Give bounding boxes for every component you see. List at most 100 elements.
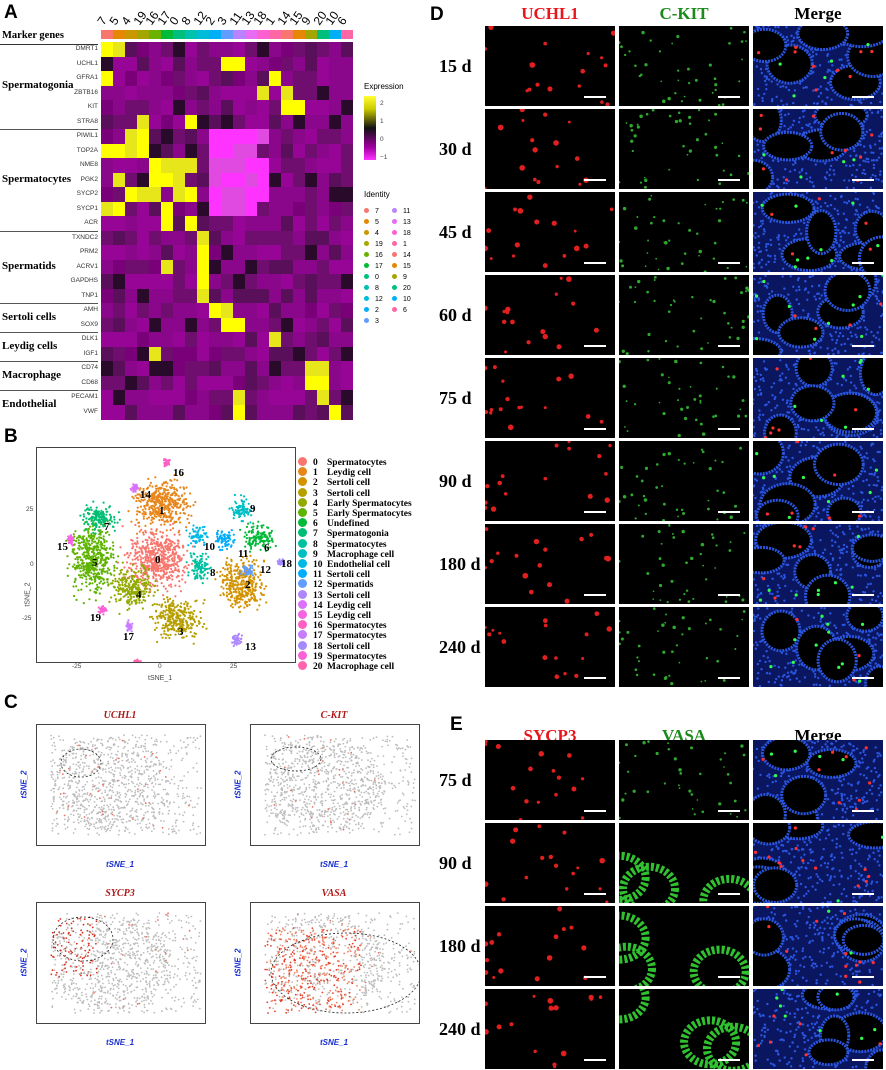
identity-label: 5 — [375, 219, 379, 226]
heatmap-cell — [245, 114, 257, 130]
heatmap-cell — [173, 288, 185, 304]
heatmap-cell — [101, 390, 113, 405]
legend-label: Sertoli cell — [327, 478, 370, 489]
heatmap-cell — [149, 361, 161, 376]
legend-item: 18 Sertoli cell — [298, 640, 370, 652]
legend-dot — [298, 528, 307, 538]
identity-item: 16 — [364, 252, 383, 259]
heatmap-cell — [209, 303, 221, 318]
heatmap-cell — [269, 143, 281, 159]
heatmap-cell — [173, 230, 185, 246]
heatmap-cell — [317, 143, 329, 159]
gene-label: ZBTB16 — [74, 88, 98, 96]
heatmap-cell — [257, 158, 269, 173]
heatmap-cell — [209, 71, 221, 86]
heatmap-cell — [149, 259, 161, 275]
heatmap-cell — [137, 317, 149, 333]
heatmap-cell — [161, 230, 173, 246]
scale-bar — [584, 893, 606, 895]
heatmap-cell — [281, 288, 293, 304]
legend-item: 16 Spermatocytes — [298, 620, 387, 631]
heatmap-cell — [221, 274, 233, 289]
micrograph-image — [619, 911, 749, 986]
heatmap-cell — [317, 317, 329, 333]
heatmap-cell — [185, 259, 197, 275]
heatmap-cell — [161, 216, 173, 231]
heatmap-cell — [293, 143, 305, 159]
heatmap-cell — [221, 114, 233, 130]
heatmap-cell — [341, 56, 353, 72]
tsne-cluster-label: 20 — [113, 660, 125, 662]
heatmap-cell — [185, 303, 197, 318]
heatmap-cell — [305, 129, 317, 144]
heatmap-cell — [233, 129, 245, 144]
tsne-cluster — [228, 493, 255, 524]
heatmap-cell — [149, 332, 161, 347]
identity-label: 18 — [403, 230, 411, 237]
heatmap-cell — [137, 303, 149, 318]
scale-tick-2: 2 — [380, 100, 384, 107]
legend-dot — [298, 518, 307, 528]
heatmap-cell — [149, 346, 161, 362]
heatmap-cell — [185, 85, 197, 101]
heatmap-cell — [341, 332, 353, 347]
heatmap-cell — [269, 288, 281, 304]
heatmap-cell — [197, 332, 209, 347]
heatmap-cell — [293, 274, 305, 289]
heatmap-cell — [125, 129, 137, 144]
cluster-color-cell — [125, 30, 137, 39]
heatmap-cell — [305, 245, 317, 260]
cluster-color-cell — [101, 30, 113, 39]
heatmap-cell — [341, 346, 353, 362]
heatmap-cell — [293, 404, 305, 420]
gene-label: SOX9 — [80, 320, 98, 328]
heatmap-cell — [197, 158, 209, 173]
heatmap-cell — [281, 100, 293, 115]
heatmap-cell — [101, 288, 113, 304]
heatmap-cell — [341, 85, 353, 101]
heatmap-cell — [233, 332, 245, 347]
heatmap-cell — [125, 85, 137, 101]
cluster-color-cell — [197, 30, 209, 39]
heatmap-cell — [173, 100, 185, 115]
tsne-cluster-label: 3 — [178, 626, 184, 638]
heatmap-cell — [221, 85, 233, 101]
heatmap-cell — [137, 143, 149, 159]
feature-plot-title: VASA — [321, 888, 347, 899]
heatmap-cell — [257, 288, 269, 304]
heatmap-cell — [173, 375, 185, 391]
heatmap-cell — [173, 317, 185, 333]
heatmap-cell — [293, 56, 305, 72]
cluster-color-cell — [257, 30, 269, 39]
heatmap-cell — [101, 259, 113, 275]
heatmap-cell — [257, 404, 269, 420]
header-divider — [0, 44, 98, 45]
heatmap-cell — [317, 361, 329, 376]
tsne-cluster — [276, 558, 286, 566]
scale-tick-minus1: −1 — [380, 154, 388, 161]
heatmap-cell — [341, 42, 353, 57]
heatmap-cell — [209, 158, 221, 173]
cluster-color-cell — [173, 30, 185, 39]
tsne-cluster-label: 13 — [245, 641, 257, 653]
micrograph-image — [753, 607, 883, 687]
heatmap-cell — [197, 375, 209, 391]
heatmap-cell — [185, 288, 197, 304]
tsne-cluster — [185, 524, 209, 548]
heatmap-cell — [125, 332, 137, 347]
heatmap-cell — [209, 201, 221, 217]
heatmap-cell — [257, 172, 269, 188]
heatmap-cell — [269, 361, 281, 376]
cluster-color-cell — [221, 30, 233, 39]
heatmap-cell — [101, 100, 113, 115]
heatmap-cell — [125, 56, 137, 72]
panel-letter-b: B — [4, 426, 18, 447]
tsne-xlabel: tSNE_1 — [148, 675, 173, 682]
heatmap-cell — [245, 375, 257, 391]
tsne-cluster — [79, 500, 121, 535]
heatmap-cell — [317, 303, 329, 318]
heatmap-cell — [113, 56, 125, 72]
heatmap-cell — [233, 56, 245, 72]
gene-label: SYCP2 — [76, 190, 98, 197]
tsne-ytick-1: 25 — [26, 506, 34, 513]
